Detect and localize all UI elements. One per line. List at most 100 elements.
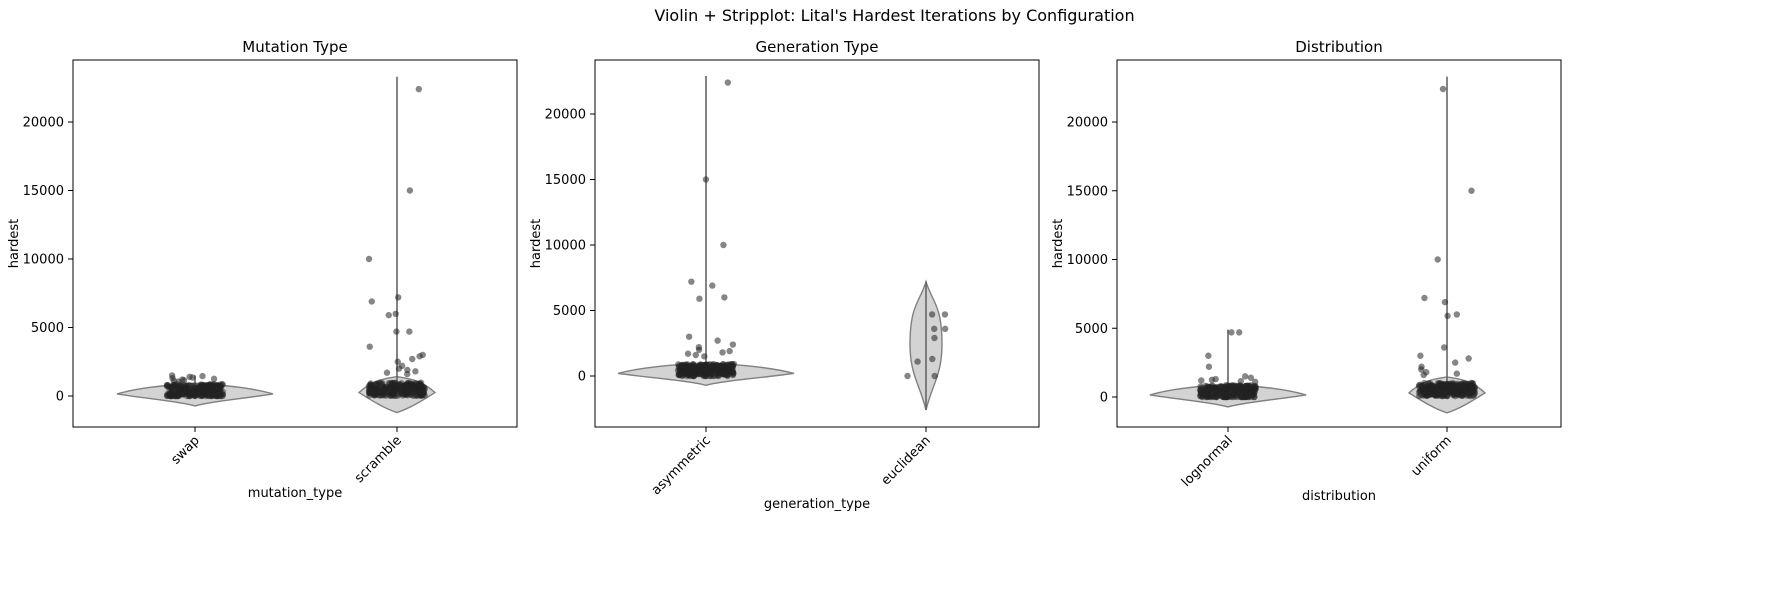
strip-point xyxy=(1468,187,1475,194)
y-axis-label: hardest xyxy=(7,219,22,268)
axes-frame xyxy=(594,59,1040,428)
y-tick-label: 0 xyxy=(56,390,64,405)
figure-suptitle: Violin + Stripplot: Lital's Hardest Iter… xyxy=(654,6,1135,25)
y-tick-label: 10000 xyxy=(545,239,586,254)
strip-point xyxy=(941,311,949,318)
strip-point xyxy=(416,353,423,360)
strip-point xyxy=(708,367,715,375)
strip-point xyxy=(701,353,708,360)
strip-point xyxy=(380,392,388,399)
strip-point xyxy=(395,294,402,301)
strip-point xyxy=(1237,377,1245,385)
strip-point xyxy=(904,372,911,380)
strip-point xyxy=(1220,393,1227,400)
strip-point xyxy=(702,176,710,183)
strip-point xyxy=(1241,373,1249,380)
strip-point xyxy=(163,383,171,390)
strip-point xyxy=(1440,344,1448,351)
strip-point xyxy=(366,343,373,350)
strip-point xyxy=(1454,382,1461,389)
strip-point xyxy=(1459,392,1466,400)
strip-point xyxy=(931,334,938,342)
strip-point xyxy=(186,392,193,399)
strip-point xyxy=(403,388,410,395)
x-tick-label: asymmetric xyxy=(649,433,714,498)
strip-point xyxy=(929,355,936,363)
strip-point xyxy=(941,325,949,333)
strip-point xyxy=(219,391,226,398)
strip-point xyxy=(914,358,921,365)
x-tick-label: uniform xyxy=(1409,433,1455,479)
y-tick-label: 10000 xyxy=(23,253,64,268)
strip-point xyxy=(1205,363,1213,370)
strip-point xyxy=(212,385,220,392)
strip-point xyxy=(401,383,408,390)
strip-point xyxy=(719,349,726,356)
strip-point xyxy=(394,358,401,365)
strip-point xyxy=(1243,389,1250,397)
strip-point xyxy=(684,350,692,357)
y-tick-label: 0 xyxy=(1100,391,1108,406)
strip-point xyxy=(695,346,703,353)
y-tick-label: 15000 xyxy=(545,173,586,188)
x-tick-label: scramble xyxy=(352,433,405,486)
strip-point xyxy=(724,79,732,86)
strip-point xyxy=(203,389,211,397)
strip-point xyxy=(1417,352,1424,359)
strip-point xyxy=(702,361,710,368)
strip-point xyxy=(1205,352,1212,359)
strip-point xyxy=(720,241,727,249)
y-tick-label: 20000 xyxy=(23,116,64,131)
strip-point xyxy=(692,351,699,359)
x-axis-label: distribution xyxy=(1302,489,1376,504)
strip-point xyxy=(1470,391,1478,399)
strip-point xyxy=(388,390,395,397)
strip-point xyxy=(931,325,938,333)
x-tick-label: euclidean xyxy=(879,433,934,488)
strip-point xyxy=(928,311,936,318)
strip-point xyxy=(1439,85,1447,93)
strip-point xyxy=(729,341,737,348)
panel-title: Generation Type xyxy=(756,38,879,56)
strip-point xyxy=(697,361,704,368)
y-tick-label: 20000 xyxy=(1067,116,1108,131)
strip-point xyxy=(392,310,399,317)
strip-point xyxy=(696,295,703,302)
panel-title: Mutation Type xyxy=(242,38,347,56)
y-tick-label: 20000 xyxy=(545,108,586,123)
strip-point xyxy=(1418,366,1425,373)
y-axis-label: hardest xyxy=(529,219,544,268)
strip-point xyxy=(1223,381,1230,389)
strip-point xyxy=(1250,390,1258,397)
strip-point xyxy=(718,368,726,376)
x-axis-label: mutation_type xyxy=(248,486,342,501)
strip-point xyxy=(411,387,419,394)
strip-point xyxy=(931,372,938,380)
y-tick-label: 5000 xyxy=(553,304,586,319)
strip-point xyxy=(1451,359,1459,366)
strip-point xyxy=(1198,377,1205,384)
strip-point xyxy=(418,390,426,397)
strip-point xyxy=(406,187,414,194)
strip-point xyxy=(1436,382,1444,389)
strip-point xyxy=(690,362,697,370)
y-tick-label: 5000 xyxy=(31,321,64,336)
strip-point xyxy=(1231,386,1239,393)
strip-point xyxy=(378,381,386,389)
strip-point xyxy=(695,370,702,378)
strip-point xyxy=(1238,392,1245,400)
strip-point xyxy=(1247,374,1255,381)
strip-point xyxy=(203,383,210,391)
strip-point xyxy=(1441,298,1449,306)
strip-point xyxy=(1230,391,1238,399)
x-axis-label: generation_type xyxy=(764,497,870,512)
panel-title: Distribution xyxy=(1295,38,1383,56)
strip-point xyxy=(1465,355,1472,362)
strip-point xyxy=(709,282,716,289)
strip-point xyxy=(371,389,378,396)
y-tick-label: 10000 xyxy=(1067,253,1108,268)
axes-frame xyxy=(72,59,518,428)
strip-point xyxy=(674,367,682,374)
strip-point xyxy=(714,337,721,344)
